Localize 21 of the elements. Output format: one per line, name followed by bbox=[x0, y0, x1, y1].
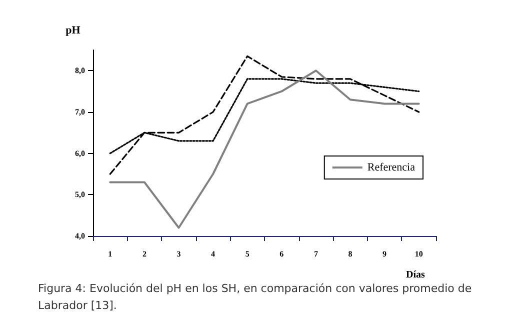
x-tick-label: 4 bbox=[211, 250, 216, 258]
y-tick-label: 7,0 bbox=[75, 108, 85, 116]
line-series bbox=[109, 70, 420, 229]
y-tick-label: 6,0 bbox=[75, 148, 85, 158]
x-tick-label: 9 bbox=[382, 250, 387, 258]
x-tick-label: 8 bbox=[348, 250, 352, 258]
y-tick-label: 5,0 bbox=[75, 190, 85, 200]
x-tick-label: 2 bbox=[142, 250, 146, 258]
x-axis-title: Días bbox=[406, 270, 425, 280]
y-axis-title: pH bbox=[66, 24, 81, 36]
line-series bbox=[109, 55, 420, 175]
x-tick-label: 6 bbox=[280, 250, 284, 258]
text: Figura 4: Evolución del pH en los SH, en comparación con valores promedio de Labrador [13]. bbox=[38, 282, 476, 312]
y-tick-label: 8,0 bbox=[75, 66, 85, 76]
x-tick-label: 1 bbox=[108, 250, 112, 258]
legend-label: Referencia bbox=[367, 162, 416, 174]
x-tick-label: 3 bbox=[176, 250, 181, 258]
x-tick-label: 5 bbox=[245, 250, 250, 258]
x-tick-label: 7 bbox=[314, 250, 318, 258]
x-tick-label: 10 bbox=[414, 250, 423, 258]
y-tick-label: 4,0 bbox=[75, 232, 85, 240]
